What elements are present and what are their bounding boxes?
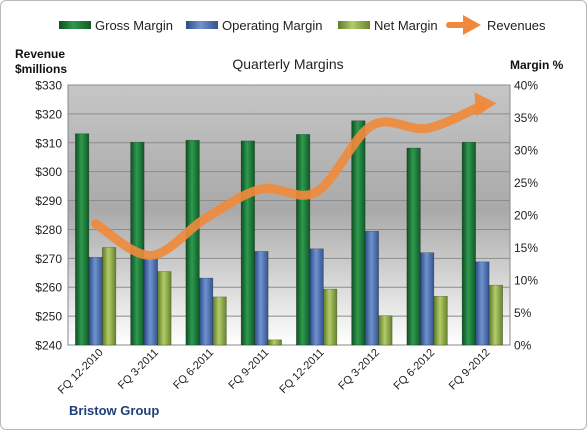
revenue-point bbox=[260, 188, 263, 191]
bar-gross-margin bbox=[351, 120, 366, 346]
bar-net-margin bbox=[488, 284, 503, 346]
right-axis-tick-label: 35% bbox=[514, 111, 538, 125]
left-axis-tick-label: $280 bbox=[35, 223, 62, 237]
left-axis-tick-label: $250 bbox=[35, 310, 62, 324]
right-axis-tick-label: 30% bbox=[514, 144, 538, 158]
left-axis-tick-label: $260 bbox=[35, 281, 62, 295]
x-axis-tick-label: FQ 6-2011 bbox=[171, 347, 216, 392]
revenue-point bbox=[315, 190, 318, 193]
bar-operating-margin bbox=[143, 258, 158, 346]
left-axis-title-line1: Revenue bbox=[15, 47, 65, 61]
revenue-line-group bbox=[91, 92, 497, 260]
bar-gross-margin bbox=[185, 139, 200, 346]
revenue-line-arrowhead bbox=[474, 92, 497, 117]
legend-swatch-operating-margin bbox=[186, 21, 218, 29]
right-axis-tick-label: 15% bbox=[514, 241, 538, 255]
bar-gross-margin bbox=[75, 133, 90, 346]
revenue-point bbox=[205, 216, 208, 219]
legend-swatch-revenues bbox=[446, 15, 481, 35]
x-axis-tick-label: FQ 12-2010 bbox=[56, 347, 106, 397]
bar-net-margin bbox=[157, 271, 172, 346]
bar-gross-margin bbox=[130, 141, 145, 346]
right-axis-tick-label: 20% bbox=[514, 209, 538, 223]
left-axis-tick-label: $270 bbox=[35, 252, 62, 266]
right-axis-tick-label: 0% bbox=[514, 339, 532, 353]
bar-gross-margin bbox=[461, 141, 476, 346]
left-axis-tick-label: $300 bbox=[35, 165, 62, 179]
left-axis-tick-label: $330 bbox=[35, 79, 62, 93]
bar-net-margin bbox=[433, 295, 448, 346]
left-axis-tick-label: $320 bbox=[35, 107, 62, 121]
revenue-point bbox=[94, 222, 97, 225]
bar-net-margin bbox=[267, 339, 282, 346]
bar-operating-margin bbox=[475, 261, 490, 346]
bar-net-margin bbox=[323, 288, 338, 346]
revenue-point bbox=[426, 127, 429, 130]
revenue-point bbox=[149, 254, 152, 257]
left-axis-ticks: $240 $250 $260 $270 $280 $290 $300 $310 $320 $330 bbox=[35, 79, 62, 353]
bar-net-margin bbox=[378, 315, 393, 346]
right-axis-title: Margin % bbox=[510, 58, 564, 72]
x-axis-ticks: FQ 12-2010 FQ 3-2011 FQ 6-2011 FQ 9-2011 FQ … bbox=[56, 347, 493, 397]
legend-swatch-gross-margin bbox=[59, 21, 91, 29]
legend: Gross Margin Operating Margin Net Margin… bbox=[59, 15, 546, 35]
legend-label-operating-margin: Operating Margin bbox=[222, 18, 322, 33]
left-axis-tick-label: $240 bbox=[35, 339, 62, 353]
x-axis-tick-label: FQ 6-2012 bbox=[392, 347, 438, 393]
bar-gross-margin bbox=[296, 134, 311, 346]
left-axis-tick-label: $310 bbox=[35, 136, 62, 150]
right-axis-tick-label: 10% bbox=[514, 274, 538, 288]
x-axis-tick-label: FQ 9-2012 bbox=[447, 347, 493, 393]
legend-label-gross-margin: Gross Margin bbox=[95, 18, 173, 33]
bar-net-margin bbox=[212, 296, 227, 346]
bar-operating-margin bbox=[199, 277, 214, 346]
legend-swatch-net-margin bbox=[338, 21, 370, 29]
x-axis-tick-label: FQ 12-2011 bbox=[277, 347, 326, 396]
x-axis-tick-label: FQ 3-2011 bbox=[116, 347, 161, 392]
bar-gross-margin bbox=[240, 140, 255, 346]
bar-operating-margin bbox=[364, 230, 379, 346]
bar-operating-margin bbox=[420, 252, 435, 346]
revenue-point bbox=[370, 124, 373, 127]
company-footer: Bristow Group bbox=[69, 403, 159, 418]
bar-gross-margin bbox=[406, 147, 421, 346]
bar-operating-margin bbox=[309, 248, 324, 346]
bar-operating-margin bbox=[88, 256, 103, 346]
right-axis-ticks: 0% 5% 10% 15% 20% 25% 30% 35% 40% bbox=[514, 79, 538, 353]
legend-label-net-margin: Net Margin bbox=[374, 18, 438, 33]
right-axis-tick-label: 25% bbox=[514, 176, 538, 190]
revenue-point bbox=[481, 104, 484, 107]
left-axis-tick-label: $290 bbox=[35, 194, 62, 208]
x-axis-tick-label: FQ 3-2012 bbox=[336, 347, 382, 393]
bar-net-margin bbox=[102, 247, 117, 346]
x-axis-tick-label: FQ 9-2011 bbox=[226, 347, 271, 392]
bar-operating-margin bbox=[254, 251, 269, 346]
left-axis-title-line2: $millions bbox=[15, 62, 67, 76]
revenue-line bbox=[91, 100, 487, 260]
right-axis-tick-label: 5% bbox=[514, 306, 532, 320]
legend-label-revenues: Revenues bbox=[487, 18, 546, 33]
chart-title: Quarterly Margins bbox=[232, 56, 343, 72]
right-axis-tick-label: 40% bbox=[514, 79, 538, 93]
